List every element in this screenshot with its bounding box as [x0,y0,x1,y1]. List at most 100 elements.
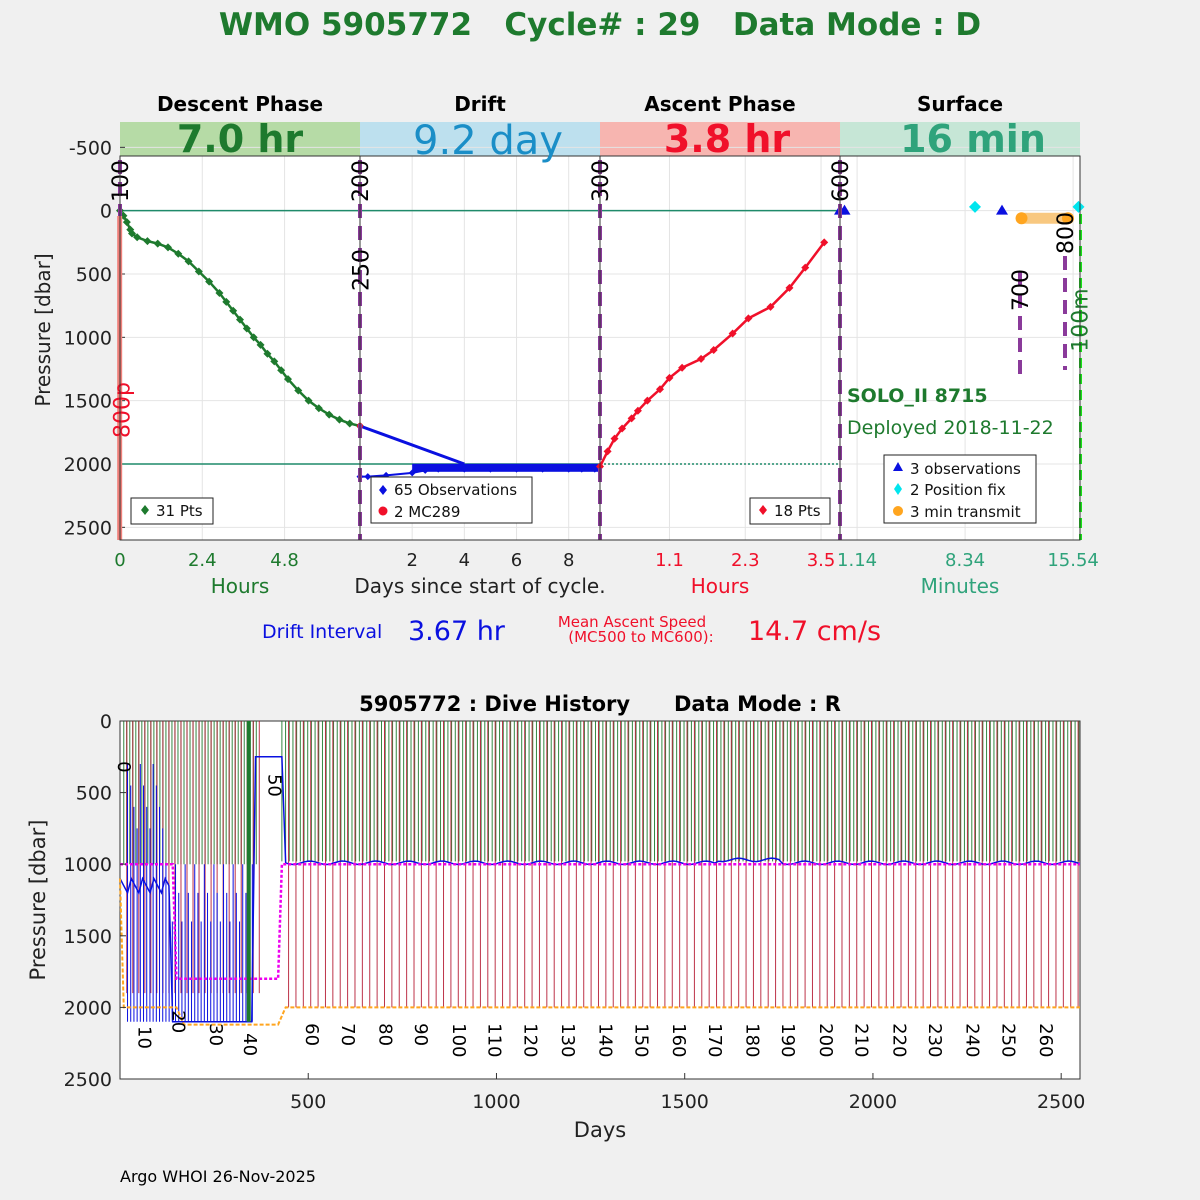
legend-text-descent: 31 Pts [156,502,203,520]
cycle-y-label: Pressure [dbar] [31,253,55,406]
cycle-y-tick-label: -500 [69,137,112,159]
footer-credit: Argo WHOI 26-Nov-2025 [120,1167,316,1186]
history-x-tick-label: 2000 [849,1091,897,1113]
descent-point [153,239,162,248]
figure-title: WMO 5905772 Cycle# : 29 Data Mode : D [219,7,981,43]
history-cycle-label-0: 0 [113,761,134,772]
legend-text-ascent: 18 Pts [774,502,821,520]
cycle-x-tick-label: 0 [114,550,125,571]
cycle-profile-panel: Descent Phase Drift Ascent Phase Surface… [31,92,1099,598]
cycle-x-tick-label: 2.4 [188,550,217,571]
cycle-x-tick-label: 8 [563,550,574,571]
cycle-y-tick-label: 500 [76,264,112,286]
history-cycle-label-40: 40 [239,1033,260,1056]
summary-line: Drift Interval 3.67 hr Mean Ascent Speed… [262,613,881,647]
history-cycle-label-50: 50 [263,774,284,797]
cycle-x-label-surface: Minutes [921,574,1000,598]
drift-point [578,465,586,473]
cycle-y-tick-label: 1500 [64,391,112,413]
descent-point [143,237,152,246]
descent-point [314,404,323,413]
history-cycle-label-120: 120 [519,1023,540,1057]
history-x-tick-label: 1500 [661,1091,709,1113]
descent-point [164,243,172,252]
mission-code-label-250: 250 [350,249,375,291]
legend-text-surface-observations: 3 observations [910,460,1021,478]
descent-point [277,366,286,375]
ascent-point [766,302,775,311]
descent-point [122,218,131,227]
history-y-tick-label: 1500 [64,926,112,948]
cycle-y-axis: -500 0 500 1000 1500 2000 2500 [64,137,125,539]
drift-point [473,464,481,472]
phase-title-descent: Descent Phase [157,92,323,116]
ascent-point [785,283,794,292]
history-cycle-label-20: 20 [167,1010,188,1033]
history-cycle-label-60: 60 [301,1023,322,1046]
drift-point [552,464,560,472]
ascent-point [603,447,612,456]
descent-point [325,410,334,419]
cycle-x-tick-label: 6 [511,550,522,571]
drift-point [539,465,547,473]
ascent-speed-label-1: Mean Ascent Speed [558,613,706,631]
history-cycle-label-130: 130 [557,1023,578,1057]
legend-text-transmit: 3 min transmit [910,503,1021,521]
mission-code-label-300: 300 [589,160,614,202]
surface-position-fix-point [1072,200,1085,213]
descent-point [222,297,231,306]
history-cycle-label-230: 230 [924,1023,945,1057]
drift-point [460,465,468,473]
legend-surface: 3 observations 2 Position fix 3 min tran… [883,454,1037,524]
history-cycle-label-210: 210 [851,1023,872,1057]
descent-point [194,267,203,276]
ascent-speed-value: 14.7 cm/s [748,616,881,647]
descent-point [263,349,272,358]
cycle-x-tick-label: 1.14 [837,550,877,571]
cycle-y-tick-label: 2500 [64,517,112,539]
descent-point [174,249,183,258]
float-label: SOLO_II 8715 [847,385,988,407]
cycle-x-tick-label: 8.34 [945,550,985,571]
ascent-point [820,238,829,247]
cycle-x-tick-label: 4 [459,550,470,571]
history-cycle-label-30: 30 [205,1023,226,1046]
cycle-plot-border [119,155,1081,541]
history-cycle-label-80: 80 [374,1023,395,1046]
descent-point [256,340,265,349]
drift-point [421,466,429,474]
legend-marker-ascent [759,505,767,515]
drift-point [408,469,416,477]
cycle-y-tick-label: 0 [100,201,112,223]
descent-point [304,396,313,405]
ascent-point [744,314,753,323]
history-cycle-label-160: 160 [668,1023,689,1057]
legend-marker-surface-observations [893,462,903,471]
ascent-point [709,346,718,354]
descent-point [133,233,142,242]
mission-code-label-200: 200 [349,160,374,202]
ascent-point [633,406,642,415]
cycle-x-tick-label: 15.54 [1047,550,1099,571]
descent-point [236,315,244,324]
ascent-point [665,373,674,382]
cycle-x-tick-label: 1.1 [655,550,684,571]
legend-ascent: 18 Pts [749,497,831,525]
surface-transmit-point [1015,212,1028,225]
history-cycle-label-220: 220 [888,1023,909,1057]
history-title: 5905772 : Dive History Data Mode : R [359,692,841,716]
drift-point [447,464,455,472]
phase-title-drift: Drift [454,92,506,116]
history-cycle-labels: 0 10 20 30 40 50 60 70 80 90 100 110 120 130 140 150 160… [113,761,1056,1057]
descent-point [205,277,214,286]
cycle-x-tick-label: 2.3 [731,550,760,571]
drift-point [499,464,507,472]
legend-marker-transmit [893,506,903,516]
history-cycle-label-180: 180 [741,1023,762,1057]
drift-point [434,465,442,473]
history-y-label: Pressure [dbar] [26,820,50,981]
history-cycle-label-240: 240 [962,1023,983,1057]
cycle-x-tick-label: 3.5 [807,550,836,571]
mission-code-label-800p: 800p [111,382,136,438]
